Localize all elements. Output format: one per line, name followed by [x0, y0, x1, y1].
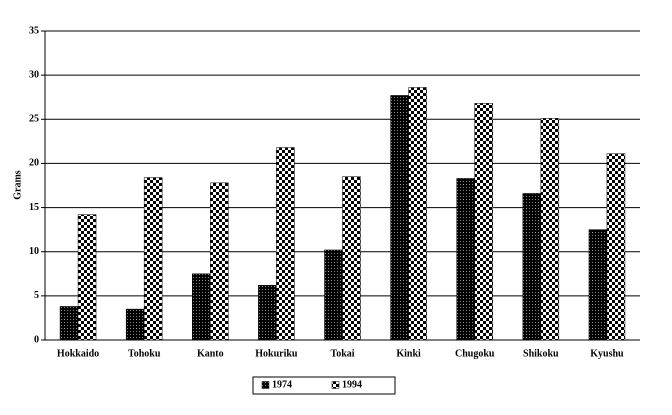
bar: [456, 178, 475, 341]
bar: [192, 273, 211, 341]
y-tick-label: 0: [34, 334, 39, 345]
x-tick-label: Shikoku: [523, 348, 559, 359]
bar: [522, 193, 542, 341]
bar: [474, 103, 493, 341]
y-tick-label: 30: [29, 69, 39, 80]
bar: [59, 306, 79, 341]
bar: [276, 147, 295, 341]
bar: [390, 95, 409, 341]
x-tick-label: Kyushu: [590, 348, 624, 359]
legend-label: 1994: [342, 379, 362, 390]
bar: [588, 229, 608, 341]
bar: [408, 87, 427, 341]
bar: [77, 214, 97, 341]
bar: [540, 118, 560, 341]
bar: [258, 285, 277, 341]
y-axis-label: Grams: [12, 170, 23, 200]
x-tick-label: Chugoku: [455, 348, 495, 359]
x-tick-label: Hokuriku: [255, 348, 298, 359]
y-tick-label: 10: [29, 246, 39, 257]
legend-swatch: [331, 381, 340, 389]
x-tick-label: Kanto: [197, 348, 224, 359]
bar: [342, 176, 361, 341]
bar: [125, 308, 145, 341]
y-tick-label: 35: [29, 25, 39, 36]
bar: [606, 153, 626, 341]
x-tick-label: Kinki: [396, 348, 421, 359]
legend-box: [252, 376, 396, 395]
bar: [324, 249, 343, 341]
x-tick-label: Tohoku: [128, 348, 161, 359]
legend-label: 1974: [272, 379, 292, 390]
x-tick-label: Tokai: [330, 348, 354, 359]
bar: [210, 182, 229, 341]
y-tick-label: 25: [29, 114, 39, 125]
y-tick-label: 15: [29, 202, 39, 213]
y-tick-label: 5: [34, 290, 39, 301]
legend-swatch: [261, 381, 270, 389]
y-tick-label: 20: [29, 158, 39, 169]
x-tick-label: Hokkaido: [57, 348, 99, 359]
bar: [143, 177, 163, 341]
